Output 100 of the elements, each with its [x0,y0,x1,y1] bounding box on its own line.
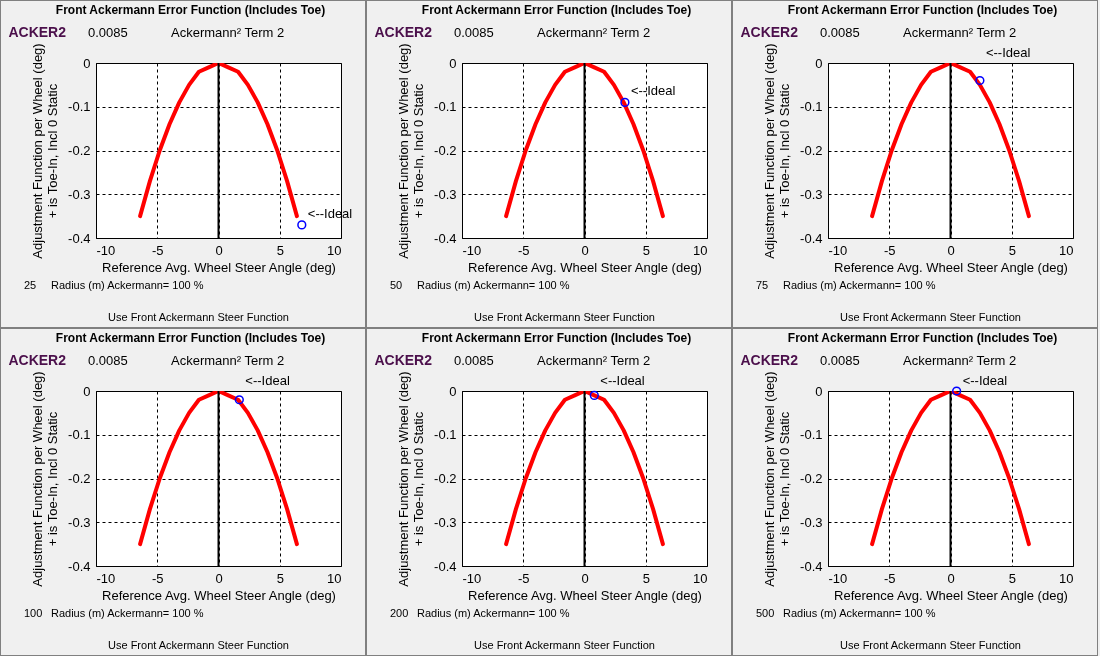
y-tick-label: -0.3 [434,514,457,530]
annotation: <--Ideal [962,373,1008,388]
y-tick-label: -0.3 [800,186,823,202]
x-tick-label: -10 [462,242,482,258]
y-tick-label: 0 [815,55,823,71]
x-tick-label: 5 [1008,242,1016,258]
chart-title: Front Ackermann Error Function (Includes Toe) [787,3,1058,17]
y-tick-label: -0.4 [800,558,823,574]
x-tick-label: 0 [215,570,223,586]
y-tick-label: -0.4 [434,558,457,574]
text: ACKER2 [8,24,67,40]
y-tick-label: 0 [815,383,823,399]
y-axis-title: Adjustment Function per Wheel (deg) + is Toe-In, Incl 0 Static [762,371,793,587]
y-axis-title: Adjustment Function per Wheel (deg) + is Toe-In, Incl 0 Static [396,43,427,259]
text: ACKER2 [374,24,433,40]
y-axis-title: Adjustment Function per Wheel (deg) + is Toe-In, Incl 0 Static [762,43,793,259]
chart-title: Front Ackermann Error Function (Includes Toe) [55,3,326,17]
x-axis-title: Reference Avg. Wheel Steer Angle (deg) [834,587,1068,603]
x-tick-label: -5 [151,242,164,258]
y-tick-label: 0 [83,55,91,71]
y-tick-label: -0.2 [68,143,91,158]
x-axis-title: Reference Avg. Wheel Steer Angle (deg) [468,587,702,603]
y-tick-label: -0.1 [68,99,91,115]
line-series [504,391,665,547]
y-tick-label: -0.1 [800,99,823,115]
line-series [138,63,299,219]
x-tick-label: 0 [947,570,955,586]
line-series [138,391,299,547]
chart-title: Front Ackermann Error Function (Includes Toe) [55,331,326,345]
text: Ackermann² Term 2 [537,353,651,368]
annotation: <--Ideal [245,373,290,388]
chart-title: Front Ackermann Error Function (Includes Toe) [421,3,692,17]
y-tick-label: -0.1 [434,99,457,115]
x-tick-label: 10 [1059,242,1074,258]
y-tick-label: 0 [83,383,91,399]
x-tick-label: 10 [693,570,708,586]
text: ACKER2 [374,352,433,368]
x-tick-label: 0 [581,570,589,586]
text: Use Front Ackermann Steer Function [474,639,655,651]
text: 25 [24,279,37,291]
chart-title: Front Ackermann Error Function (Includes Toe) [421,331,692,345]
x-tick-label: 10 [327,570,342,586]
text: Use Front Ackermann Steer Function [108,311,289,323]
x-tick-label: 10 [693,242,708,258]
text: 0.0085 [88,353,128,368]
x-tick-label: -10 [828,242,848,258]
x-tick-label: -5 [517,242,530,258]
x-axis-title: Reference Avg. Wheel Steer Angle (deg) [834,259,1068,275]
text: Radius (m) Ackermann= 100 % [783,607,936,619]
text: ACKER2 [740,352,799,368]
x-tick-label: -10 [96,242,116,258]
x-tick-label: -5 [883,570,896,586]
line-series [870,63,1031,219]
text: ACKER2 [8,352,67,368]
x-tick-label: 5 [642,570,650,586]
text: Radius (m) Ackermann= 100 % [783,279,936,291]
y-tick-label: -0.1 [800,427,823,443]
text: Ackermann² Term 2 [903,353,1017,368]
y-tick-label: -0.2 [800,143,823,158]
y-axis-title: Adjustment Function per Wheel (deg) + is Toe-In, Incl 0 Static [396,371,427,587]
y-tick-label: 0 [449,55,457,71]
y-tick-label: -0.4 [68,230,91,246]
text: Radius (m) Ackermann= 100 % [51,279,204,291]
x-axis-title: Reference Avg. Wheel Steer Angle (deg) [468,259,702,275]
annotation: <--Ideal [600,373,645,388]
text: Ackermann² Term 2 [171,25,285,40]
y-tick-label: -0.1 [434,427,457,443]
y-tick-label: -0.2 [800,471,823,486]
y-tick-label: -0.3 [68,186,91,202]
x-tick-label: -5 [151,570,164,586]
text: 100 [24,607,43,619]
annotation: <--Ideal [985,45,1031,60]
y-tick-label: -0.2 [434,143,457,158]
y-axis-title: Adjustment Function per Wheel (deg) + is Toe-In, Incl 0 Static [30,43,61,259]
text: Use Front Ackermann Steer Function [474,311,655,323]
text: 0.0085 [820,25,860,40]
text: 0.0085 [88,25,128,40]
y-tick-label: -0.2 [68,471,91,486]
text: 50 [390,279,403,291]
x-tick-label: 5 [276,570,284,586]
text: Ackermann² Term 2 [537,25,651,40]
text: 0.0085 [820,353,860,368]
x-tick-label: 5 [276,242,284,258]
text: Use Front Ackermann Steer Function [840,311,1021,323]
text: 75 [756,279,769,291]
y-tick-label: -0.3 [434,186,457,202]
x-tick-label: 0 [215,242,223,258]
text: 0.0085 [454,25,494,40]
x-tick-label: -10 [96,570,116,586]
chart-title: Front Ackermann Error Function (Includes Toe) [787,331,1058,345]
x-tick-label: -5 [517,570,530,586]
x-tick-label: -10 [462,570,482,586]
x-tick-label: -10 [828,570,848,586]
y-tick-label: -0.3 [800,514,823,530]
y-axis-title: Adjustment Function per Wheel (deg) + is Toe-In, Incl 0 Static [30,371,61,587]
text: Radius (m) Ackermann= 100 % [51,607,204,619]
x-tick-label: 10 [1059,570,1074,586]
y-tick-label: -0.4 [434,230,457,246]
text: Radius (m) Ackermann= 100 % [417,279,570,291]
text: Radius (m) Ackermann= 100 % [417,607,570,619]
